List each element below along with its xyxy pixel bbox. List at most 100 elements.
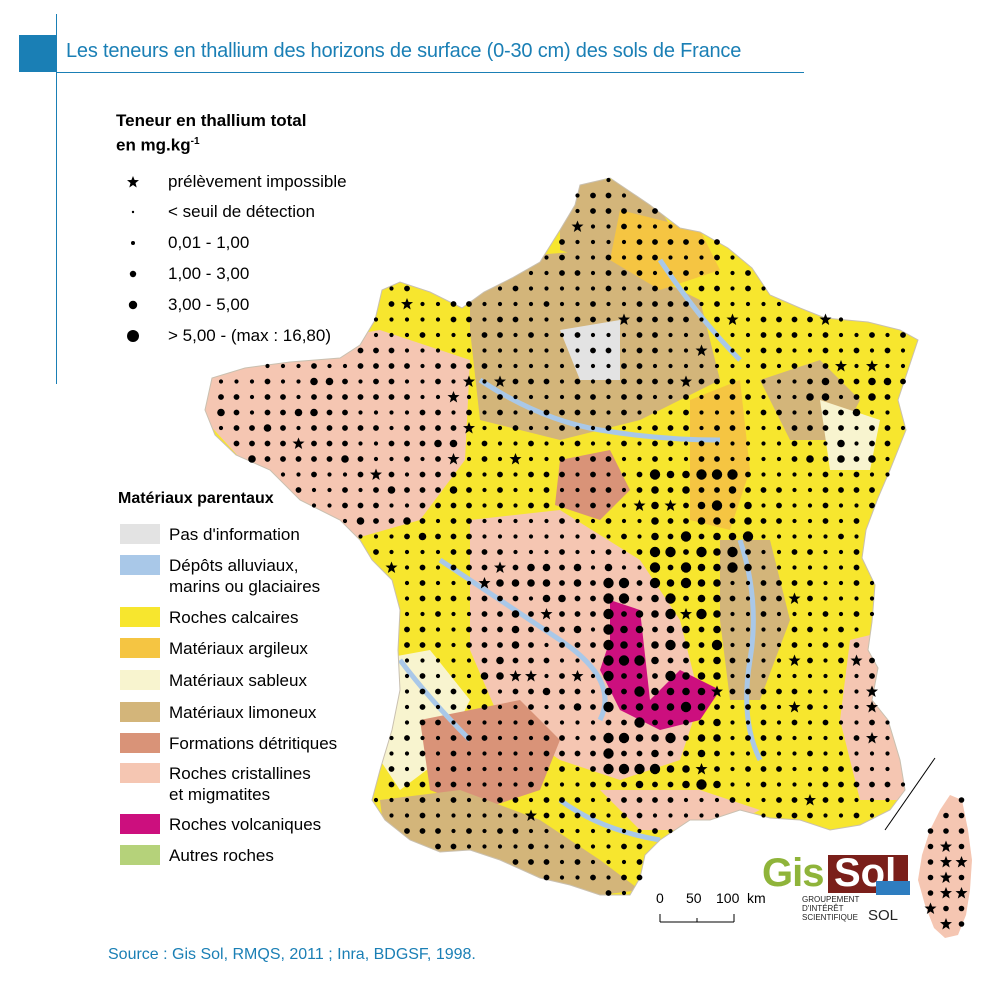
legend-row-1-3: 1,00 - 3,00 [120,262,249,286]
sample-dot [605,781,612,788]
sample-dot [761,797,766,803]
sample-dot [603,624,614,635]
sample-dot [730,642,735,648]
sample-dot [807,534,813,539]
sample-dot [482,379,487,384]
sample-dot [575,503,580,508]
sample-dot [838,766,844,772]
sample-dot [450,564,457,571]
sample-dot [652,456,658,462]
sample-dot [791,642,798,648]
sample-dot [900,363,906,369]
sample-dot [760,781,767,788]
sample-dot [528,751,534,756]
sample-dot [745,332,751,338]
sample-dot [559,379,565,384]
sample-dot [512,564,519,571]
sample-dot [621,286,627,291]
sample-dot [730,363,735,369]
sample-dot [481,688,488,695]
sample-dot [481,332,488,338]
sample-dot [497,642,503,648]
sample-dot [652,285,658,292]
sample-dot [680,577,692,589]
logo-sub-line3: SCIENTIFIQUE [802,913,859,922]
sample-dot [667,781,674,788]
sample-dot [249,394,255,400]
sample-dot [869,781,875,788]
sample-dot [838,394,844,400]
sample-dot [435,471,441,478]
sample-dot [404,596,410,601]
sample-dots [217,177,965,927]
sample-dot [559,750,565,757]
sample-dot [373,456,379,462]
sample-dot [621,812,627,819]
material-label: Roches volcaniques [169,815,322,834]
sample-dot [714,766,720,772]
sample-dot [264,456,271,462]
sample-dot [481,642,488,648]
sample-dot [838,549,844,555]
sample-dot [636,549,643,555]
sample-dot [683,270,689,276]
sample-dot [606,410,611,415]
sample-dot [745,394,751,400]
sample-dot [311,456,317,462]
sample-dot [837,439,845,448]
sample-dot [528,657,534,664]
sample-dot [760,332,767,338]
sample-dot [512,595,519,602]
sample-dot [590,502,596,509]
sample-dot [943,828,949,834]
sample-dot [466,409,472,416]
sample-dot [559,658,565,663]
sample-dot [342,425,348,431]
sample-dot [745,751,751,756]
sample-dot [420,348,425,353]
sample-dot [761,441,766,446]
sample-dot [652,254,658,261]
sample-dot [791,580,798,586]
sample-dot [667,533,674,540]
sample-dot [668,394,673,400]
sample-dot [621,223,627,230]
sample-dot [665,732,676,744]
sample-dot [590,487,596,493]
sample-dot [885,720,890,725]
sample-dot [404,472,410,477]
sample-dot [217,408,225,417]
sample-dot [389,317,394,322]
sample-dot [326,394,333,400]
sample-dot [635,703,644,711]
sample-dot [714,813,720,818]
sample-dot [342,409,348,416]
material-label: Matériaux argileux [169,639,308,658]
sample-dot [388,518,395,524]
sample-dot [404,425,410,431]
sample-dot [528,332,534,338]
sample-dot [559,487,565,493]
sample-dot [776,332,782,338]
sample-dot [900,425,906,431]
sample-dot [652,813,658,818]
sample-dot [404,704,410,710]
sample-dot [822,719,829,726]
sample-dot [512,688,519,695]
sample-dot [590,379,596,384]
sample-dot [838,348,844,353]
sample-dot [621,456,627,462]
sample-dot [482,487,487,493]
sample-dot [652,270,658,276]
sample-dot [683,797,689,803]
sample-dot [637,208,642,214]
sample-dot [606,797,611,803]
sample-dot [373,410,379,415]
sample-dot [327,363,332,369]
sample-dot [451,642,456,648]
sample-dot [807,657,813,664]
sample-dot [652,673,658,679]
sample-dot [838,781,844,788]
sample-dot [590,301,596,307]
sample-dot [730,782,735,787]
